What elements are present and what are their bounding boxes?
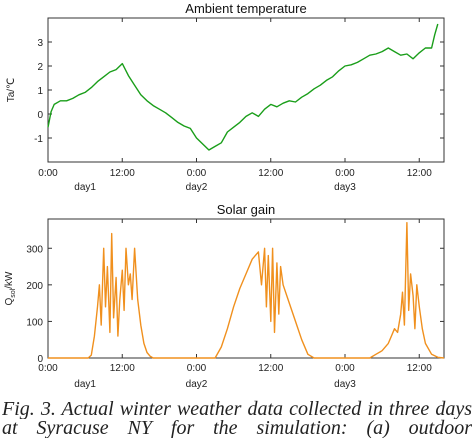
y-axis-label: Qsol/kW: [4, 271, 17, 306]
x-tick-label: 12:00: [407, 363, 432, 374]
x-tick-label: 0:00: [187, 363, 207, 374]
x-tick-label: 0:00: [187, 168, 207, 179]
day-label: day3: [334, 379, 356, 390]
x-tick-label: 0:00: [335, 168, 355, 179]
day-label: day2: [186, 182, 208, 193]
y-tick-label: 0: [37, 110, 43, 121]
caption-line-1: Fig. 3. Actual winter weather data colle…: [2, 400, 472, 419]
y-tick-label: -1: [34, 134, 43, 145]
y-tick-label: 100: [26, 317, 43, 328]
x-tick-label: 12:00: [110, 168, 135, 179]
y-axis-label: Ta/℃: [6, 78, 17, 103]
day-label: day2: [186, 379, 208, 390]
x-tick-label: 0:00: [335, 363, 355, 374]
x-tick-label: 0:00: [38, 168, 58, 179]
chart-title: Ambient temperature: [185, 1, 306, 16]
solar-gain-chart: Solar gain 0 100 200 300 0:00 12:00 0:00 12:00 0:…: [4, 202, 445, 390]
series-line: [47, 23, 439, 151]
x-tick-label: 12:00: [110, 363, 135, 374]
day-label: day1: [74, 379, 96, 390]
plot-frame: [47, 218, 445, 359]
day-label: day3: [334, 182, 356, 193]
x-tick-label: 0:00: [38, 363, 58, 374]
chart-title: Solar gain: [217, 202, 276, 217]
y-tick-label: 3: [37, 38, 43, 49]
caption-line-2: at Syracuse NY for the simulation: (a) o…: [2, 419, 472, 438]
plot-frame: [47, 17, 445, 163]
y-tick-label: 200: [26, 281, 43, 292]
x-tick-label: 12:00: [258, 168, 283, 179]
figure-caption: Fig. 3. Actual winter weather data colle…: [2, 400, 472, 438]
day-label: day1: [74, 182, 96, 193]
y-tick-label: 0: [37, 354, 43, 365]
y-tick-label: 2: [37, 62, 43, 73]
y-tick-label: 300: [26, 244, 43, 255]
x-tick-label: 12:00: [258, 363, 283, 374]
series-line: [48, 221, 445, 359]
x-tick-label: 12:00: [407, 168, 432, 179]
y-tick-label: 1: [37, 86, 43, 97]
ambient-temperature-chart: Ambient temperature -1 0 1 2 3 0:00 12:00 0:00 12…: [6, 1, 445, 193]
